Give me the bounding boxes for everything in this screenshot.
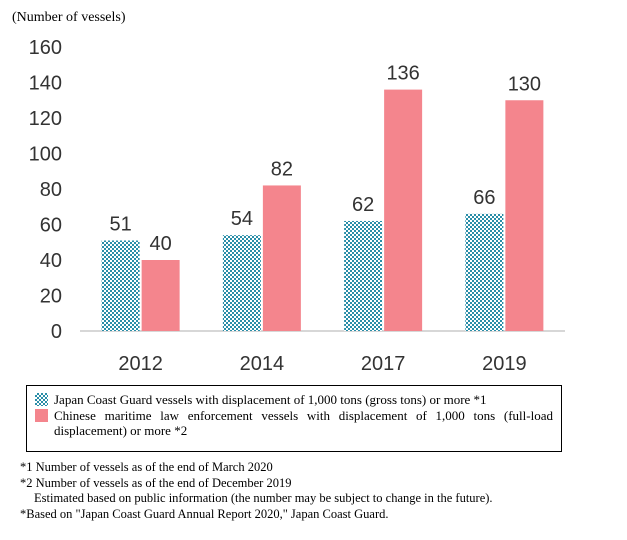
bar-china — [384, 89, 423, 331]
footnote-2-detail: Estimated based on public information (t… — [34, 491, 493, 505]
y-tick-label: 120 — [29, 108, 62, 130]
bar-jcg — [222, 235, 261, 331]
data-label: 66 — [473, 187, 495, 209]
bar-china — [262, 185, 301, 331]
footnote-2: *2 Number of vessels as of the end of De… — [20, 475, 292, 490]
legend-item-china: Chinese maritime law enforcement vessels… — [35, 408, 553, 438]
bar-chart: (Number of vessels) 0 20 40 60 80 100 120 140 16… — [12, 10, 565, 375]
data-label: 130 — [508, 73, 541, 95]
y-tick-label: 0 — [51, 321, 62, 343]
y-tick-label: 40 — [40, 250, 62, 272]
legend-label-jcg: Japan Coast Guard vessels with displacem… — [54, 392, 487, 407]
data-label: 136 — [386, 63, 419, 85]
bar-jcg — [465, 213, 504, 331]
y-tick-label: 140 — [29, 73, 62, 95]
y-tick-label: 160 — [29, 37, 62, 59]
x-tick-label: 2017 — [361, 353, 406, 375]
bar-china — [141, 260, 180, 331]
bar-china — [505, 100, 544, 331]
y-tick-label: 100 — [29, 144, 62, 166]
x-tick-label: 2012 — [118, 353, 163, 375]
y-tick-label: 80 — [40, 179, 62, 201]
legend: Japan Coast Guard vessels with displacem… — [26, 385, 562, 452]
data-labels-group: 51 40 54 82 62 136 66 130 — [110, 63, 542, 255]
y-tick-label: 60 — [40, 215, 62, 237]
bars-group — [101, 89, 544, 331]
x-tick-label: 2019 — [482, 353, 527, 375]
source-note: *Based on "Japan Coast Guard Annual Repo… — [20, 506, 389, 521]
data-label: 82 — [271, 158, 293, 180]
bar-jcg — [101, 240, 140, 331]
y-tick-label: 20 — [40, 286, 62, 308]
chart-axes: 0 20 40 60 80 100 120 140 160 2012 2014 2017 2019 — [29, 37, 565, 375]
legend-swatch-china — [35, 409, 48, 422]
legend-label-china: Chinese maritime law enforcement vessels… — [54, 408, 553, 438]
data-label: 54 — [231, 208, 253, 230]
footnote-1: *1 Number of vessels as of the end of Ma… — [20, 460, 273, 474]
legend-item-jcg: Japan Coast Guard vessels with displacem… — [35, 392, 553, 407]
footnotes: *1 Number of vessels as of the end of Ma… — [20, 460, 620, 522]
x-tick-label: 2014 — [240, 353, 285, 375]
bar-jcg — [344, 220, 383, 331]
legend-swatch-jcg — [35, 393, 48, 406]
data-label: 62 — [352, 194, 374, 216]
data-label: 51 — [110, 213, 132, 235]
y-axis-unit-label: (Number of vessels) — [12, 10, 126, 25]
data-label: 40 — [150, 233, 172, 255]
